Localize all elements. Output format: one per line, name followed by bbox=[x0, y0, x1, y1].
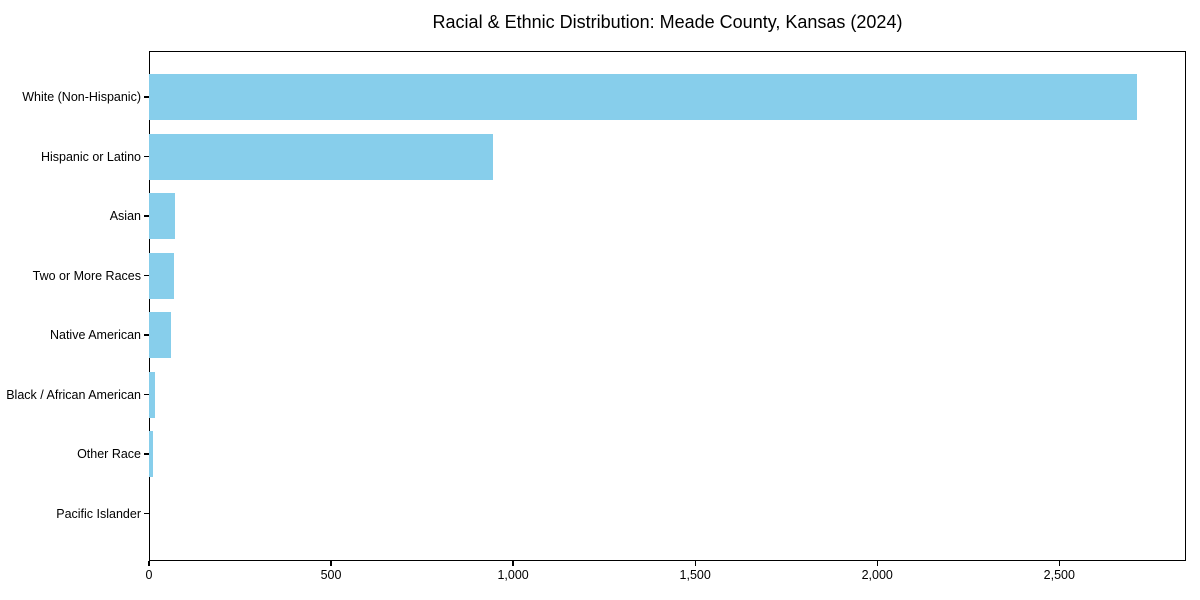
y-tick-label: White (Non-Hispanic) bbox=[22, 90, 141, 104]
y-tick-mark bbox=[144, 96, 149, 98]
x-tick-mark bbox=[148, 561, 150, 566]
y-tick-mark bbox=[144, 334, 149, 336]
y-tick-label: Native American bbox=[49, 328, 141, 342]
x-tick-mark bbox=[876, 561, 878, 566]
y-tick-label: Hispanic or Latino bbox=[40, 149, 141, 164]
x-tick-label: 2,500 bbox=[1043, 568, 1075, 582]
x-tick-mark bbox=[330, 561, 332, 566]
y-tick-mark bbox=[144, 215, 149, 217]
chart-title: Racial & Ethnic Distribution: Meade Coun… bbox=[432, 12, 903, 32]
y-tick-label: Pacific Islander bbox=[56, 506, 141, 521]
x-tick-mark bbox=[512, 561, 514, 566]
x-tick-label: 1,000 bbox=[497, 568, 529, 582]
y-tick-mark bbox=[144, 155, 149, 158]
x-tick-label: 2,000 bbox=[861, 568, 893, 582]
plot-area bbox=[149, 51, 1186, 561]
y-tick-label: Other Race bbox=[77, 447, 141, 461]
x-tick-label: 500 bbox=[320, 568, 342, 582]
x-tick-label: 0 bbox=[145, 568, 153, 582]
y-tick-mark bbox=[144, 393, 149, 396]
y-tick-mark bbox=[144, 274, 149, 277]
bar bbox=[149, 312, 171, 358]
bar bbox=[149, 252, 174, 299]
bar bbox=[149, 431, 154, 477]
y-tick-label: Black / African American bbox=[6, 387, 141, 402]
bar bbox=[149, 193, 175, 239]
x-tick-mark bbox=[694, 561, 696, 566]
bar bbox=[149, 74, 1137, 120]
x-tick-mark bbox=[1058, 561, 1060, 566]
y-tick-mark bbox=[144, 453, 149, 455]
bar bbox=[149, 133, 494, 180]
bar bbox=[149, 371, 155, 418]
y-tick-mark bbox=[144, 512, 149, 515]
y-tick-label: Two or More Races bbox=[32, 268, 141, 283]
x-tick-label: 1,500 bbox=[679, 568, 711, 582]
y-tick-label: Asian bbox=[109, 209, 141, 223]
